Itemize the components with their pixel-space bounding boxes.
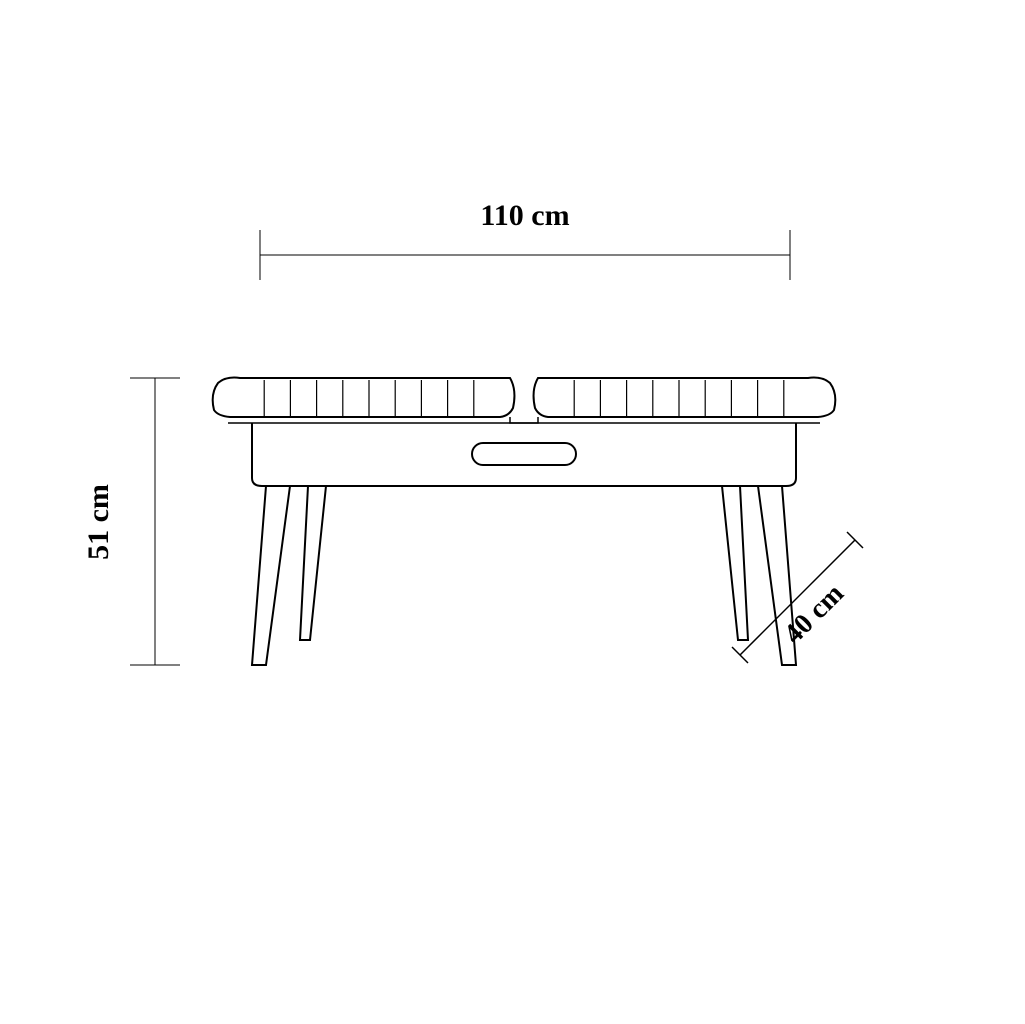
dimension-depth: 40 cm [732, 532, 863, 663]
center-gap [510, 417, 538, 423]
seat-channels [264, 380, 784, 416]
dimension-width: 110 cm [260, 199, 790, 280]
dimension-height: 51 cm [82, 378, 180, 665]
legs [252, 486, 796, 665]
dimension-height-label: 51 cm [82, 484, 115, 560]
seat [213, 378, 836, 417]
bench-drawing [213, 378, 836, 665]
dimension-depth-label: 40 cm [778, 578, 850, 650]
dimension-width-label: 110 cm [480, 199, 569, 232]
handle-cutout [472, 443, 576, 465]
apron [252, 423, 796, 486]
